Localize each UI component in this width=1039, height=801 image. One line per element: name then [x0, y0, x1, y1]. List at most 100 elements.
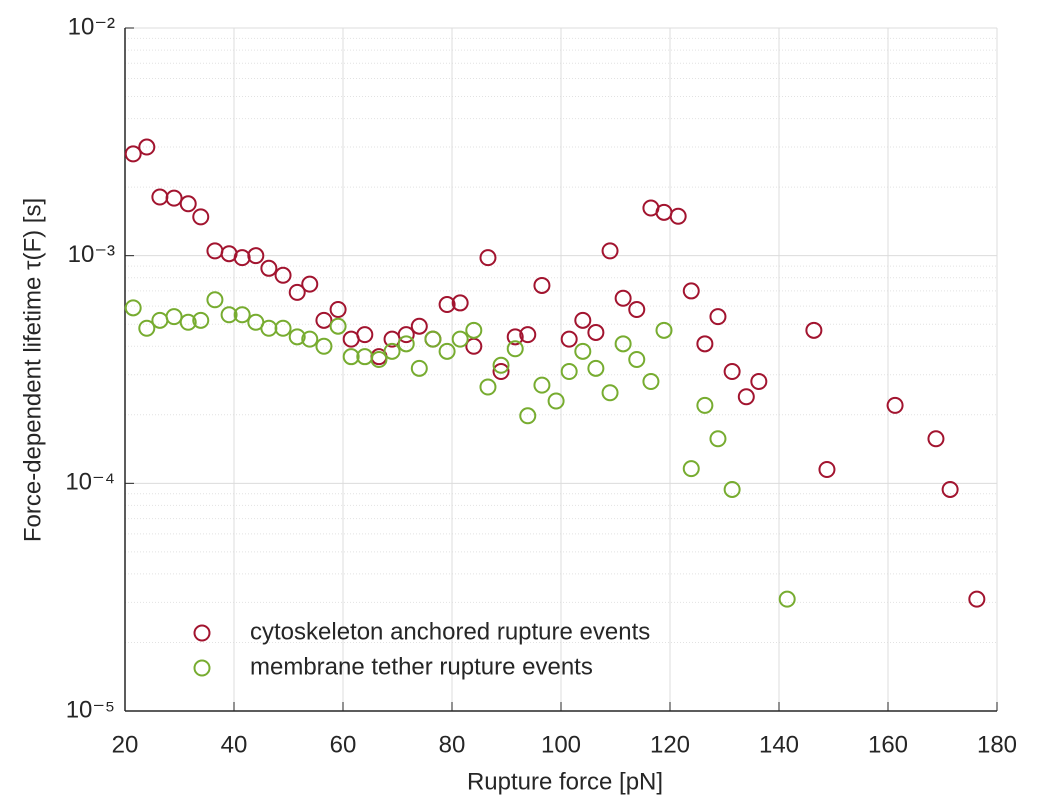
x-tick-label: 120	[650, 731, 690, 758]
data-point	[288, 283, 306, 301]
data-point	[274, 266, 292, 284]
data-point	[124, 299, 142, 317]
data-point	[818, 461, 836, 479]
data-point	[737, 388, 755, 406]
data-point	[574, 311, 592, 329]
data-point	[233, 306, 251, 324]
x-tick-label: 60	[330, 731, 357, 758]
data-point	[301, 275, 319, 293]
y-axis-label: Force-dependent lifetime τ(F) [s]	[19, 198, 46, 542]
legend-label: membrane tether rupture events	[250, 653, 593, 680]
data-point	[587, 323, 605, 341]
data-point	[506, 340, 524, 358]
x-tick-label: 180	[977, 731, 1017, 758]
y-tick-label: 10⁻²	[68, 13, 115, 40]
x-tick-label: 40	[221, 731, 248, 758]
data-point	[165, 308, 183, 326]
y-tick-label: 10⁻⁵	[66, 696, 115, 723]
data-point	[451, 330, 469, 348]
data-point	[370, 350, 388, 368]
x-tick-label: 80	[439, 731, 466, 758]
data-point	[438, 296, 456, 314]
data-point	[696, 396, 714, 414]
data-point	[614, 335, 632, 353]
data-point	[315, 337, 333, 355]
data-point	[206, 291, 224, 309]
data-point	[397, 335, 415, 353]
data-point	[165, 189, 183, 207]
data-point	[220, 306, 238, 324]
data-point	[547, 392, 565, 410]
data-point	[288, 328, 306, 346]
data-point	[968, 590, 986, 608]
x-tick-label: 20	[112, 731, 139, 758]
data-point	[492, 356, 510, 374]
data-point	[927, 430, 945, 448]
data-point	[138, 138, 156, 156]
data-point	[151, 188, 169, 206]
y-tick-label: 10⁻⁴	[65, 469, 115, 496]
x-tick-label: 140	[759, 731, 799, 758]
data-point	[601, 384, 619, 402]
x-tick-label: 100	[541, 731, 581, 758]
data-point	[941, 480, 959, 498]
data-point	[192, 208, 210, 226]
data-point	[438, 342, 456, 360]
data-point	[356, 326, 374, 344]
data-point	[669, 207, 687, 225]
y-tick-label: 10⁻³	[68, 241, 115, 268]
data-point	[655, 321, 673, 339]
data-point	[723, 480, 741, 498]
data-point	[451, 294, 469, 312]
data-point	[682, 282, 700, 300]
data-point	[138, 319, 156, 337]
data-point	[410, 317, 428, 335]
data-point	[519, 407, 537, 425]
data-point	[274, 319, 292, 337]
data-point	[519, 326, 537, 344]
data-point	[628, 350, 646, 368]
data-point	[628, 301, 646, 319]
x-axis-label: Rupture force [pN]	[467, 768, 663, 795]
data-point	[601, 242, 619, 260]
data-point	[479, 249, 497, 267]
data-point	[233, 249, 251, 267]
data-point	[410, 359, 428, 377]
data-point	[179, 313, 197, 331]
data-point	[179, 195, 197, 213]
x-tick-label: 160	[868, 731, 908, 758]
data-point	[329, 301, 347, 319]
legend-marker	[193, 624, 211, 642]
data-point	[424, 330, 442, 348]
data-point	[151, 311, 169, 329]
data-point	[642, 373, 660, 391]
data-point	[709, 308, 727, 326]
data-point	[192, 311, 210, 329]
data-point	[886, 396, 904, 414]
data-point	[560, 330, 578, 348]
data-point	[342, 348, 360, 366]
data-point	[329, 317, 347, 335]
data-point	[492, 362, 510, 380]
data-point	[560, 362, 578, 380]
legend-label: cytoskeleton anchored rupture events	[250, 618, 650, 645]
data-point	[723, 362, 741, 380]
data-point	[696, 335, 714, 353]
data-point	[587, 359, 605, 377]
data-point	[750, 373, 768, 391]
data-point	[247, 247, 265, 265]
data-point	[479, 378, 497, 396]
data-point	[397, 326, 415, 344]
data-point	[709, 430, 727, 448]
data-point	[682, 460, 700, 478]
data-point	[383, 342, 401, 360]
data-point	[260, 259, 278, 277]
data-point	[506, 328, 524, 346]
data-point	[301, 330, 319, 348]
data-point	[465, 321, 483, 339]
legend-marker	[193, 659, 211, 677]
data-point	[533, 376, 551, 394]
data-point	[574, 342, 592, 360]
data-point	[315, 311, 333, 329]
